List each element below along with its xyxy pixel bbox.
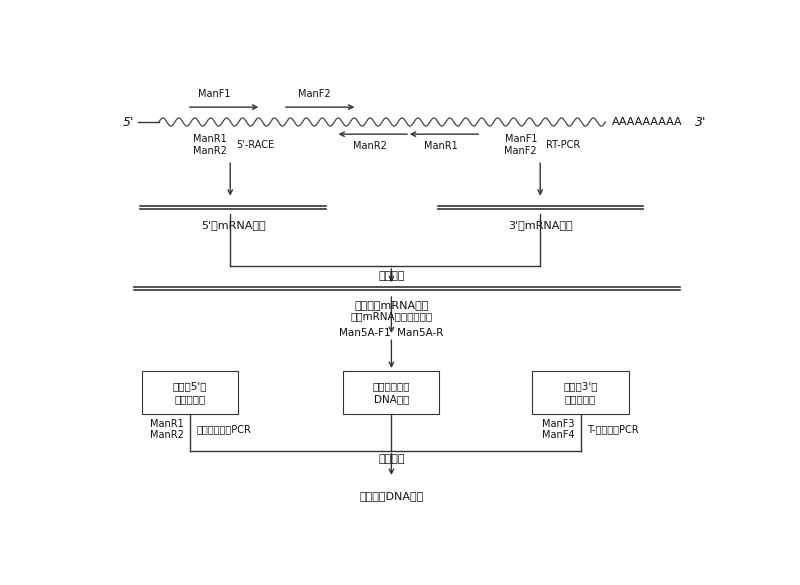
Text: ManR1: ManR1	[150, 419, 184, 429]
Text: ManR2: ManR2	[150, 431, 184, 441]
Text: ManF1: ManF1	[198, 90, 231, 99]
Text: 3': 3'	[695, 115, 706, 129]
Text: ManR1: ManR1	[424, 141, 458, 151]
Text: T-载体介导PCR: T-载体介导PCR	[586, 425, 638, 435]
Text: ManF2: ManF2	[505, 146, 537, 156]
Text: Man5A-F1  Man5A-R: Man5A-F1 Man5A-R	[339, 328, 443, 338]
Text: ManR2: ManR2	[353, 141, 386, 151]
Text: 根据mRNA序列设计引物: 根据mRNA序列设计引物	[350, 311, 433, 321]
Text: 序列的克隆: 序列的克隆	[174, 394, 206, 404]
Text: ManF4: ManF4	[542, 431, 574, 441]
Text: 编码区5'端: 编码区5'端	[173, 381, 207, 391]
Text: 获得全长mRNA序列: 获得全长mRNA序列	[354, 300, 429, 310]
Text: ManF2: ManF2	[298, 90, 330, 99]
Text: 衔接头介导的PCR: 衔接头介导的PCR	[196, 425, 251, 435]
Text: 5'-RACE: 5'-RACE	[237, 140, 274, 150]
Bar	[533, 371, 629, 414]
Text: ManF3: ManF3	[542, 419, 574, 429]
Bar	[142, 371, 238, 414]
Text: DNA序列: DNA序列	[374, 394, 409, 404]
Bar	[343, 371, 439, 414]
Text: ManF1: ManF1	[505, 134, 537, 144]
Text: RT-PCR: RT-PCR	[546, 140, 581, 150]
Text: 5'端mRNA片段: 5'端mRNA片段	[201, 220, 266, 230]
Text: 5': 5'	[122, 115, 134, 129]
Text: ManR2: ManR2	[194, 146, 227, 156]
Text: 3'端mRNA片段: 3'端mRNA片段	[508, 220, 573, 230]
Text: 序列的克隆: 序列的克隆	[565, 394, 596, 404]
Text: 序列拼接: 序列拼接	[378, 454, 405, 464]
Text: 获得全长DNA序列: 获得全长DNA序列	[359, 491, 423, 501]
Text: AAAAAAAAA: AAAAAAAAA	[611, 117, 682, 127]
Text: ManR1: ManR1	[194, 134, 227, 144]
Text: 编码区3'端: 编码区3'端	[563, 381, 598, 391]
Text: 获得编码区的: 获得编码区的	[373, 381, 410, 391]
Text: 序列拼接: 序列拼接	[378, 271, 405, 281]
